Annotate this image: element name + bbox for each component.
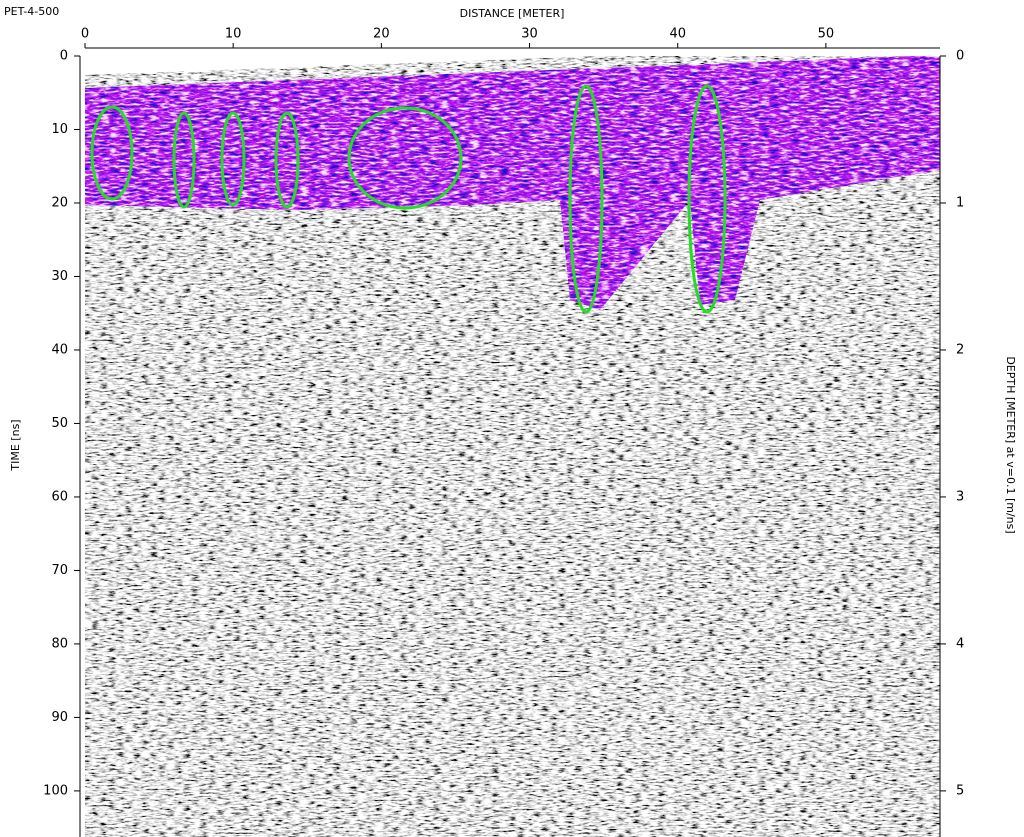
annotation-ellipse xyxy=(172,111,196,209)
annotation-ellipse xyxy=(347,106,463,210)
x-tick-label: 10 xyxy=(225,27,242,42)
x-tick-label: 40 xyxy=(669,27,686,42)
y-tick-label: 90 xyxy=(51,710,68,725)
y-tick-label: 0 xyxy=(60,49,68,64)
x-axis-label: DISTANCE [METER] xyxy=(460,7,565,20)
y-tick-label: 80 xyxy=(51,636,68,651)
y-tick-label: 30 xyxy=(51,269,68,284)
y2-tick-label: 0 xyxy=(956,49,964,64)
annotation-ellipse xyxy=(687,84,727,314)
y-tick-label: 20 xyxy=(51,195,68,210)
y-tick-label: 70 xyxy=(51,563,68,578)
y-tick-label: 40 xyxy=(51,342,68,357)
annotation-ellipse xyxy=(220,111,246,207)
y-tick-label: 10 xyxy=(51,122,68,137)
annotation-ellipse xyxy=(568,84,604,314)
y2-axis-label: DEPTH [METER] at v=0.1 [m/ns] xyxy=(1004,356,1017,533)
annotation-ellipse xyxy=(274,111,300,209)
y2-tick-label: 5 xyxy=(956,783,964,798)
chart-title: PET-4-500 xyxy=(4,5,59,18)
x-tick-label: 20 xyxy=(373,27,390,42)
y-axis-label: TIME [ns] xyxy=(9,419,22,471)
y2-tick-label: 3 xyxy=(956,489,964,504)
x-tick-label: 50 xyxy=(818,27,835,42)
y-tick-label: 100 xyxy=(43,783,68,798)
annotation-ellipse xyxy=(90,105,134,201)
y-tick-label: 60 xyxy=(51,489,68,504)
y2-tick-label: 2 xyxy=(956,342,964,357)
x-tick-label: 0 xyxy=(81,27,89,42)
y-tick-label: 50 xyxy=(51,416,68,431)
annotations xyxy=(90,84,727,314)
y2-tick-label: 4 xyxy=(956,636,964,651)
y2-tick-label: 1 xyxy=(956,195,964,210)
x-tick-label: 30 xyxy=(521,27,538,42)
